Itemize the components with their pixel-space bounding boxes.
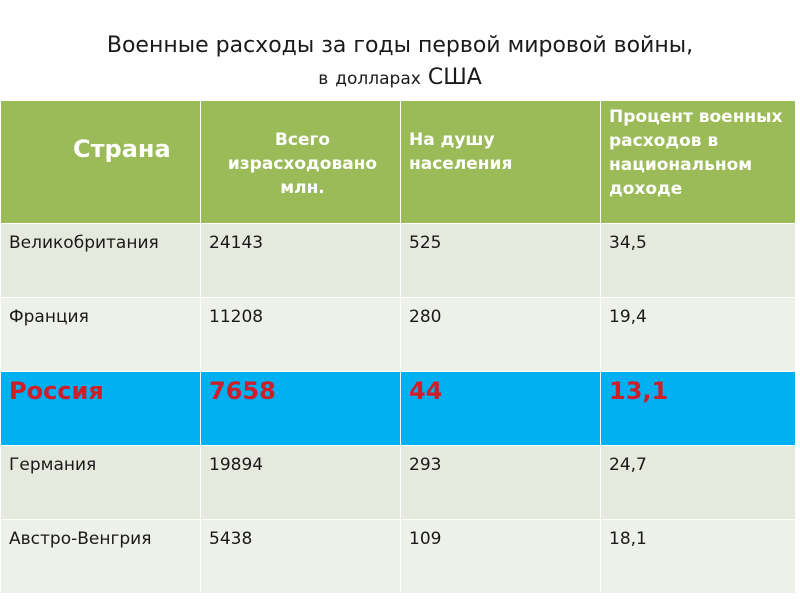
table-row: Германия 19894 293 24,7	[0, 445, 796, 520]
header-total: Всего израсходовано млн.	[200, 100, 401, 224]
cell-percent-text: 24,7	[609, 455, 647, 475]
header-percent-label: Процент военных расходов в национальном …	[609, 107, 783, 199]
cell-country-text: Франция	[9, 307, 89, 327]
cell-country-text: Великобритания	[9, 233, 159, 253]
cell-country: Австро-Венгрия	[0, 519, 201, 594]
expenses-table: Страна Всего израсходовано млн. На душу …	[0, 100, 796, 594]
cell-per-capita: 525	[400, 223, 601, 298]
cell-percent-text: 18,1	[609, 529, 647, 549]
cell-country-text: Германия	[9, 455, 97, 475]
cell-total: 24143	[200, 223, 401, 298]
cell-per-capita-text: 525	[409, 233, 442, 253]
cell-percent: 13,1	[600, 371, 796, 446]
cell-percent: 19,4	[600, 297, 796, 372]
cell-country: Германия	[0, 445, 201, 520]
cell-per-capita: 44	[400, 371, 601, 446]
cell-per-capita: 280	[400, 297, 601, 372]
cell-percent: 34,5	[600, 223, 796, 298]
cell-country: Великобритания	[0, 223, 201, 298]
title-line-1: Военные расходы за годы первой мировой в…	[106, 33, 694, 58]
cell-percent-text: 19,4	[609, 307, 647, 327]
cell-total-text: 19894	[209, 455, 264, 475]
cell-percent-text: 34,5	[609, 233, 647, 253]
cell-per-capita: 109	[400, 519, 601, 594]
cell-total: 5438	[200, 519, 401, 594]
title-line-2-prefix: в	[318, 69, 329, 89]
cell-per-capita-text: 293	[409, 455, 442, 475]
title-line-2: в долларах США	[0, 62, 800, 95]
cell-total-text: 24143	[209, 233, 264, 253]
table-row: Франция 11208 280 19,4	[0, 297, 796, 372]
cell-country: Россия	[0, 371, 201, 446]
cell-country-text: Австро-Венгрия	[9, 529, 152, 549]
cell-total: 11208	[200, 297, 401, 372]
header-per-capita: На душу населения	[400, 100, 601, 224]
cell-per-capita-text: 109	[409, 529, 442, 549]
cell-total: 7658	[200, 371, 401, 446]
page-title: Военные расходы за годы первой мировой в…	[0, 30, 800, 95]
header-country: Страна	[0, 100, 201, 224]
table-header-row: Страна Всего израсходовано млн. На душу …	[0, 100, 796, 224]
table-row: Австро-Венгрия 5438 109 18,1	[0, 519, 796, 594]
cell-total: 19894	[200, 445, 401, 520]
cell-per-capita-text: 280	[409, 307, 442, 327]
cell-percent: 24,7	[600, 445, 796, 520]
cell-country: Франция	[0, 297, 201, 372]
cell-per-capita-text: 44	[409, 377, 443, 405]
cell-total-text: 11208	[209, 307, 264, 327]
cell-percent: 18,1	[600, 519, 796, 594]
cell-per-capita: 293	[400, 445, 601, 520]
header-percent: Процент военных расходов в национальном …	[600, 100, 796, 224]
cell-total-text: 7658	[209, 377, 276, 405]
table-row-highlighted: Россия 7658 44 13,1	[0, 371, 796, 446]
cell-total-text: 5438	[209, 529, 253, 549]
header-country-label: Страна	[73, 135, 171, 163]
header-total-label: Всего израсходовано млн.	[227, 130, 378, 198]
title-line-2-suffix: США	[427, 65, 482, 90]
table-row: Великобритания 24143 525 34,5	[0, 223, 796, 298]
header-per-capita-label: На душу населения	[409, 130, 513, 174]
title-line-2-middle: долларах	[335, 69, 421, 89]
cell-country-text: Россия	[9, 377, 104, 405]
cell-percent-text: 13,1	[609, 377, 669, 405]
